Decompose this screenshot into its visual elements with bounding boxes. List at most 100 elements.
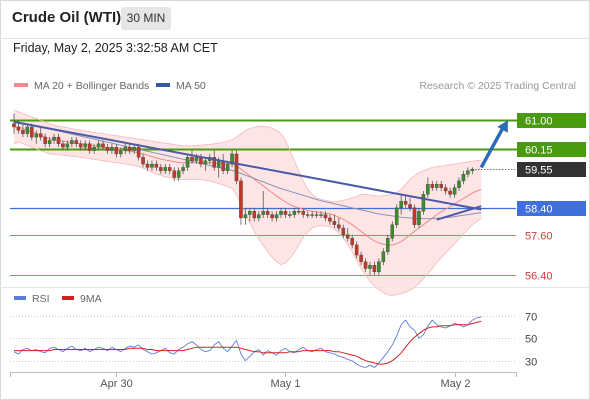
candle-body <box>412 207 417 225</box>
candle-body <box>368 264 372 269</box>
legend-rsi: RSI <box>14 293 50 305</box>
candle <box>132 143 136 154</box>
candle <box>119 147 123 158</box>
legend-rsi-label: RSI <box>32 293 50 305</box>
candle <box>288 211 292 218</box>
level-label-57.60: 57.60 <box>525 231 553 243</box>
candle <box>386 234 390 256</box>
candle <box>408 197 412 212</box>
candle-body <box>61 143 65 148</box>
candle-body <box>279 211 283 215</box>
candle <box>265 207 270 218</box>
candle-body <box>323 214 328 219</box>
candle-body <box>167 167 172 171</box>
candle-body <box>176 170 181 178</box>
candle-body <box>43 136 47 144</box>
candle-body <box>243 214 248 219</box>
candle-body <box>163 167 168 171</box>
candle <box>256 211 261 222</box>
x-tick-label: May 1 <box>271 378 301 390</box>
candle-body <box>448 190 452 195</box>
candle-body <box>319 214 323 216</box>
level-label-59.55: 59.55 <box>525 165 553 177</box>
candle <box>96 140 101 151</box>
candle <box>248 207 252 222</box>
candle-body <box>265 211 270 215</box>
trendline-2 <box>436 205 482 221</box>
candle-body <box>79 143 83 148</box>
candle-body <box>461 173 466 182</box>
candle-body <box>354 244 359 256</box>
candle <box>301 207 305 218</box>
candle <box>341 224 346 239</box>
candle-body <box>199 157 203 165</box>
ma20-line <box>14 126 482 246</box>
candle <box>470 167 475 175</box>
candle <box>345 228 350 242</box>
candle-body <box>337 224 341 229</box>
candle-body <box>105 147 110 151</box>
candle <box>176 167 181 181</box>
candle <box>212 150 216 171</box>
candle-body <box>359 254 363 262</box>
candle-body <box>185 157 190 168</box>
candle <box>243 207 248 225</box>
candle-body <box>239 180 243 219</box>
candle-body <box>114 147 119 155</box>
candle-body <box>332 221 337 225</box>
rsi-ma-line <box>14 320 482 365</box>
candle-body <box>234 153 239 182</box>
x-tick-label: Apr 30 <box>100 378 132 390</box>
candle <box>368 261 372 276</box>
candle-body <box>301 211 305 215</box>
candle-body <box>305 214 310 216</box>
candle <box>43 133 47 148</box>
candle <box>190 150 194 165</box>
trendline-1 <box>13 120 482 211</box>
candle-body <box>136 147 141 158</box>
candle-body <box>127 147 132 151</box>
candle <box>25 123 30 138</box>
candle <box>279 207 283 218</box>
candle <box>181 164 185 175</box>
candle <box>421 191 426 215</box>
candle-body <box>248 211 252 215</box>
candle <box>412 204 417 229</box>
candle <box>110 143 114 154</box>
candle-body <box>252 211 257 219</box>
candle <box>372 261 377 276</box>
candle <box>448 187 452 198</box>
candle-body <box>96 143 101 148</box>
candle-body <box>119 150 123 155</box>
candle-body <box>372 264 377 273</box>
candle-body <box>345 234 350 239</box>
candle-body <box>452 187 457 195</box>
candle <box>337 217 341 232</box>
candle <box>114 143 119 158</box>
bollinger-band-area <box>14 110 482 296</box>
timeframe-button[interactable]: 30 MIN <box>121 7 171 30</box>
candle-body <box>470 168 475 171</box>
level-label-61.00: 61.00 <box>525 116 553 128</box>
candle-body <box>141 157 145 165</box>
candle-body <box>292 211 297 215</box>
candle <box>305 211 310 218</box>
legend-rsi-swatch <box>14 296 26 301</box>
candle-body <box>390 224 394 239</box>
candle <box>350 234 354 249</box>
candle <box>452 184 457 198</box>
candle <box>145 160 150 171</box>
ma50-line <box>13 121 482 220</box>
candle <box>310 211 314 218</box>
candle-body <box>274 214 279 219</box>
candle-body <box>83 143 87 148</box>
projection-arrow-head <box>497 120 508 133</box>
candle-body <box>65 143 70 148</box>
candles <box>12 113 475 276</box>
candle <box>403 194 408 208</box>
candle <box>319 211 323 218</box>
candle <box>323 211 328 222</box>
candle <box>52 133 56 144</box>
candle-body <box>16 126 21 131</box>
